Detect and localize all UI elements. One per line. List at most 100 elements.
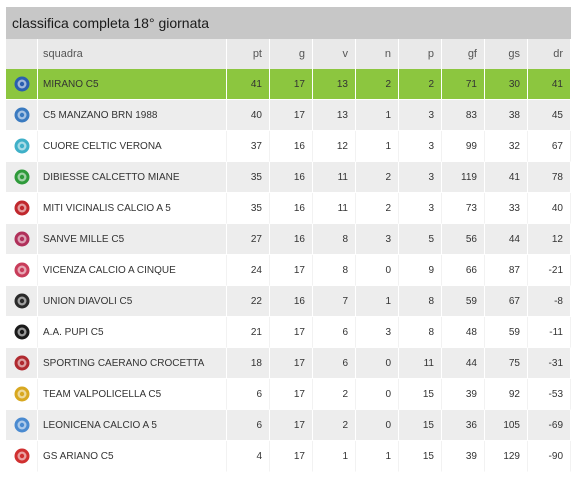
team-logo-cell bbox=[6, 379, 38, 410]
stat-v: 7 bbox=[313, 286, 356, 317]
manzano-logo-icon bbox=[14, 107, 30, 123]
stat-dr: -53 bbox=[528, 379, 571, 410]
stat-gf: 44 bbox=[442, 348, 485, 379]
stat-v: 2 bbox=[313, 379, 356, 410]
team-name[interactable]: GS ARIANO C5 bbox=[38, 441, 227, 472]
team-logo-cell bbox=[6, 162, 38, 193]
stat-pt: 4 bbox=[227, 441, 270, 472]
header-pt[interactable]: pt bbox=[227, 39, 270, 69]
header-gs[interactable]: gs bbox=[485, 39, 528, 69]
stat-pt: 6 bbox=[227, 410, 270, 441]
team-name[interactable]: MIRANO C5 bbox=[38, 69, 227, 100]
stat-dr: 41 bbox=[528, 69, 571, 100]
leonicena-logo-icon bbox=[14, 417, 30, 433]
stat-dr: 40 bbox=[528, 193, 571, 224]
table-row[interactable]: TEAM VALPOLICELLA C5 6 17 2 0 15 39 92 -53 bbox=[6, 379, 571, 410]
stat-gs: 32 bbox=[485, 131, 528, 162]
team-name[interactable]: DIBIESSE CALCETTO MIANE bbox=[38, 162, 227, 193]
stat-gs: 87 bbox=[485, 255, 528, 286]
stat-dr: -8 bbox=[528, 286, 571, 317]
stat-gf: 71 bbox=[442, 69, 485, 100]
table-row[interactable]: C5 MANZANO BRN 1988 40 17 13 1 3 83 38 45 bbox=[6, 100, 571, 131]
team-name[interactable]: VICENZA CALCIO A CINQUE bbox=[38, 255, 227, 286]
stat-v: 8 bbox=[313, 255, 356, 286]
stat-gf: 83 bbox=[442, 100, 485, 131]
stat-gs: 59 bbox=[485, 317, 528, 348]
team-logo-cell bbox=[6, 100, 38, 131]
stat-gf: 66 bbox=[442, 255, 485, 286]
stat-n: 0 bbox=[356, 348, 399, 379]
stat-gs: 75 bbox=[485, 348, 528, 379]
stat-v: 6 bbox=[313, 348, 356, 379]
header-n[interactable]: n bbox=[356, 39, 399, 69]
stat-p: 8 bbox=[399, 286, 442, 317]
stat-g: 17 bbox=[270, 441, 313, 472]
stat-p: 15 bbox=[399, 379, 442, 410]
header-p[interactable]: p bbox=[399, 39, 442, 69]
standings-widget: classifica completa 18° giornata squadra… bbox=[6, 7, 571, 472]
stat-v: 13 bbox=[313, 100, 356, 131]
stat-n: 1 bbox=[356, 100, 399, 131]
table-row[interactable]: UNION DIAVOLI C5 22 16 7 1 8 59 67 -8 bbox=[6, 286, 571, 317]
stat-g: 16 bbox=[270, 162, 313, 193]
table-row[interactable]: SANVE MILLE C5 27 16 8 3 5 56 44 12 bbox=[6, 224, 571, 255]
header-dr[interactable]: dr bbox=[528, 39, 571, 69]
team-logo-cell bbox=[6, 410, 38, 441]
stat-n: 2 bbox=[356, 69, 399, 100]
header-gf[interactable]: gf bbox=[442, 39, 485, 69]
team-name[interactable]: CUORE CELTIC VERONA bbox=[38, 131, 227, 162]
stat-pt: 6 bbox=[227, 379, 270, 410]
table-row[interactable]: MITI VICINALIS CALCIO A 5 35 16 11 2 3 73 33 40 bbox=[6, 193, 571, 224]
stat-v: 6 bbox=[313, 317, 356, 348]
header-v[interactable]: v bbox=[313, 39, 356, 69]
team-name[interactable]: SANVE MILLE C5 bbox=[38, 224, 227, 255]
stat-n: 0 bbox=[356, 255, 399, 286]
team-logo-cell bbox=[6, 131, 38, 162]
stat-n: 1 bbox=[356, 441, 399, 472]
header-team[interactable]: squadra bbox=[38, 39, 227, 69]
table-row[interactable]: DIBIESSE CALCETTO MIANE 35 16 11 2 3 119 41 78 bbox=[6, 162, 571, 193]
stat-pt: 18 bbox=[227, 348, 270, 379]
stat-v: 11 bbox=[313, 162, 356, 193]
stat-dr: -11 bbox=[528, 317, 571, 348]
stat-v: 12 bbox=[313, 131, 356, 162]
team-name[interactable]: LEONICENA CALCIO A 5 bbox=[38, 410, 227, 441]
table-row[interactable]: GS ARIANO C5 4 17 1 1 15 39 129 -90 bbox=[6, 441, 571, 472]
header-logo bbox=[6, 39, 38, 69]
stat-dr: -90 bbox=[528, 441, 571, 472]
stat-gf: 39 bbox=[442, 379, 485, 410]
stat-g: 16 bbox=[270, 286, 313, 317]
stat-n: 1 bbox=[356, 286, 399, 317]
table-row[interactable]: MIRANO C5 41 17 13 2 2 71 30 41 bbox=[6, 69, 571, 100]
table-row[interactable]: VICENZA CALCIO A CINQUE 24 17 8 0 9 66 87 -21 bbox=[6, 255, 571, 286]
team-logo-cell bbox=[6, 255, 38, 286]
stat-pt: 35 bbox=[227, 162, 270, 193]
stat-pt: 40 bbox=[227, 100, 270, 131]
team-name[interactable]: MITI VICINALIS CALCIO A 5 bbox=[38, 193, 227, 224]
team-name[interactable]: C5 MANZANO BRN 1988 bbox=[38, 100, 227, 131]
table-row[interactable]: SPORTING CAERANO CROCETTA 18 17 6 0 11 44 75 -31 bbox=[6, 348, 571, 379]
stat-p: 3 bbox=[399, 193, 442, 224]
stat-g: 17 bbox=[270, 69, 313, 100]
stat-dr: 45 bbox=[528, 100, 571, 131]
stat-dr: -31 bbox=[528, 348, 571, 379]
stat-g: 17 bbox=[270, 379, 313, 410]
ariano-logo-icon bbox=[14, 448, 30, 464]
team-name[interactable]: SPORTING CAERANO CROCETTA bbox=[38, 348, 227, 379]
stat-v: 1 bbox=[313, 441, 356, 472]
stat-gf: 73 bbox=[442, 193, 485, 224]
team-name[interactable]: A.A. PUPI C5 bbox=[38, 317, 227, 348]
stat-g: 16 bbox=[270, 224, 313, 255]
team-name[interactable]: UNION DIAVOLI C5 bbox=[38, 286, 227, 317]
table-row[interactable]: A.A. PUPI C5 21 17 6 3 8 48 59 -11 bbox=[6, 317, 571, 348]
table-row[interactable]: LEONICENA CALCIO A 5 6 17 2 0 15 36 105 -69 bbox=[6, 410, 571, 441]
stat-gf: 36 bbox=[442, 410, 485, 441]
stat-v: 2 bbox=[313, 410, 356, 441]
header-g[interactable]: g bbox=[270, 39, 313, 69]
stat-p: 8 bbox=[399, 317, 442, 348]
table-row[interactable]: CUORE CELTIC VERONA 37 16 12 1 3 99 32 67 bbox=[6, 131, 571, 162]
pupi-logo-icon bbox=[14, 324, 30, 340]
stat-v: 8 bbox=[313, 224, 356, 255]
team-name[interactable]: TEAM VALPOLICELLA C5 bbox=[38, 379, 227, 410]
stat-v: 11 bbox=[313, 193, 356, 224]
